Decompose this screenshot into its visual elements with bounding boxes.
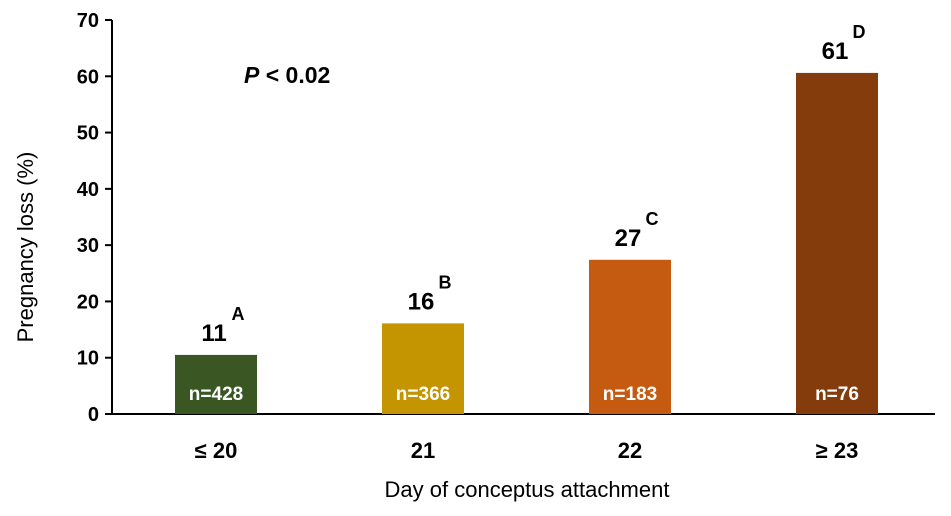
x-tick-labels: ≤ 20 21 22 ≥ 23 (195, 438, 859, 463)
bar (382, 323, 464, 414)
y-tick-label: 50 (77, 123, 99, 145)
y-axis-label: Pregnancy loss (%) (13, 152, 38, 343)
bar (175, 354, 257, 414)
value-label: 27 (615, 225, 642, 252)
x-tick-label: 22 (618, 438, 642, 463)
significance-letter: D (853, 22, 866, 42)
n-label: n=428 (189, 384, 243, 405)
bar (589, 259, 671, 414)
n-label: n=366 (396, 384, 450, 405)
bar (796, 72, 878, 414)
p-value: < 0.02 (259, 62, 330, 88)
y-tick-label: 20 (77, 291, 99, 313)
x-tick-label: ≥ 23 (816, 438, 859, 463)
value-label: 61 (822, 38, 849, 65)
y-tick-label: 10 (77, 348, 99, 370)
x-tick-label: 21 (411, 438, 435, 463)
significance-letter: B (439, 272, 452, 292)
y-tick-label: 60 (77, 66, 99, 88)
x-axis-label: Day of conceptus attachment (385, 477, 670, 502)
y-tick-label: 40 (77, 179, 99, 201)
y-tick-label: 0 (88, 404, 99, 426)
x-tick-label: ≤ 20 (195, 438, 238, 463)
significance-letter: C (646, 209, 659, 229)
value-label: 16 (408, 288, 435, 315)
p-value-annotation: P < 0.02 (244, 62, 330, 88)
n-label: n=183 (603, 384, 657, 405)
y-tick-label: 70 (77, 10, 99, 32)
y-tick-label: 30 (77, 235, 99, 257)
n-label: n=76 (815, 384, 859, 405)
p-symbol: P (244, 62, 260, 88)
significance-letter: A (232, 304, 245, 324)
value-label: 11 (201, 320, 226, 347)
